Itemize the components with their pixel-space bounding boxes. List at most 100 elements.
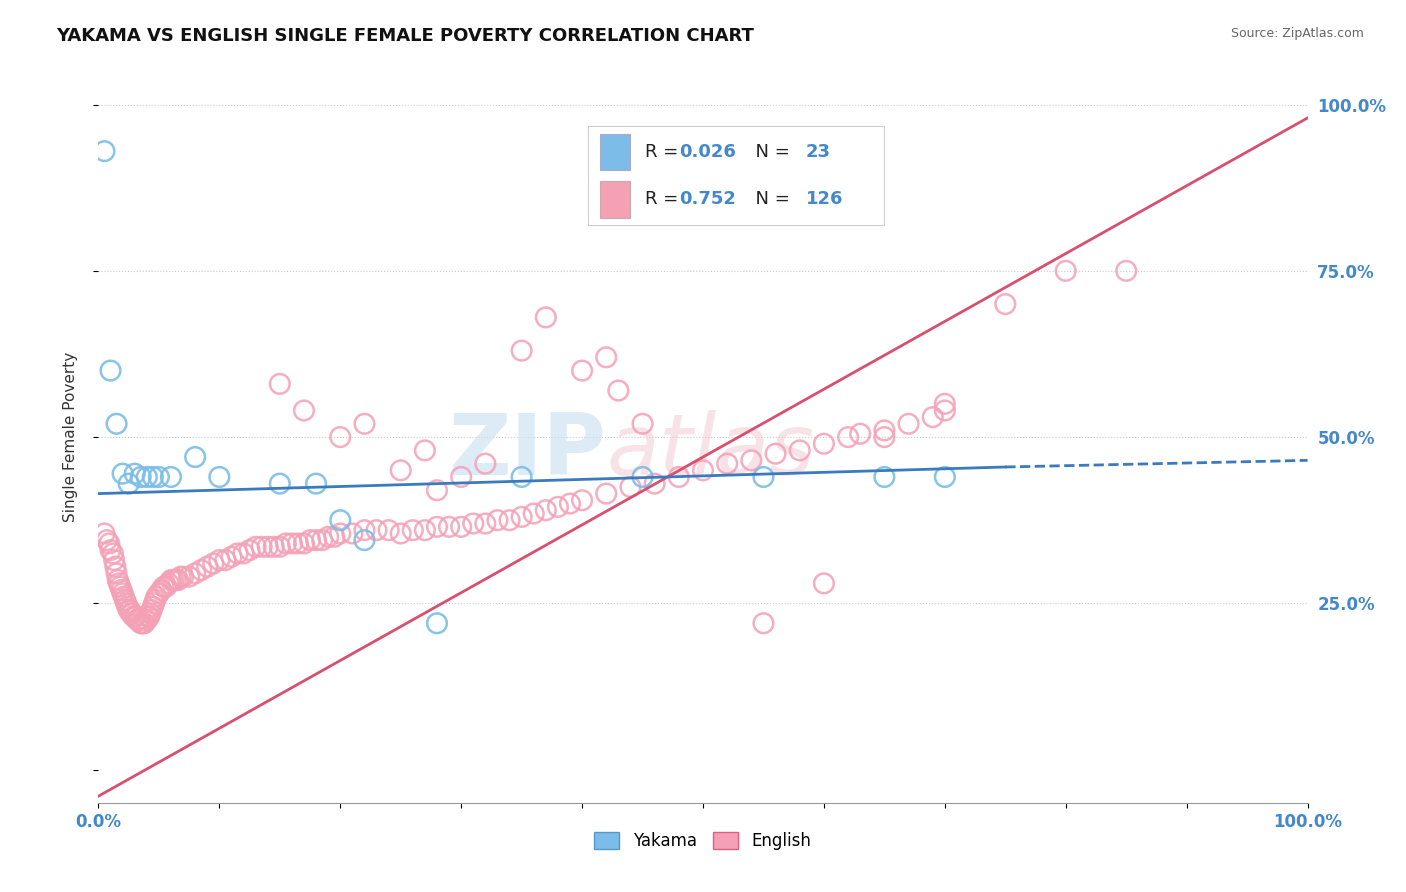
Point [138, 609, 160, 624]
Point [426, 616, 449, 631]
Point [437, 520, 460, 534]
Point [107, 573, 129, 587]
Point [571, 363, 593, 377]
Point [752, 616, 775, 631]
Point [118, 603, 141, 617]
Point [214, 553, 236, 567]
Point [644, 476, 666, 491]
Point [179, 570, 201, 584]
Point [813, 436, 835, 450]
Point [311, 533, 333, 548]
Point [128, 613, 150, 627]
Point [101, 546, 124, 560]
Point [142, 599, 165, 614]
Point [510, 343, 533, 358]
Point [118, 476, 141, 491]
Point [329, 430, 352, 444]
Text: atlas: atlas [606, 410, 814, 493]
Text: 0.026: 0.026 [679, 143, 735, 161]
Point [122, 609, 145, 624]
Point [426, 483, 449, 498]
Point [450, 520, 472, 534]
Point [127, 613, 149, 627]
FancyBboxPatch shape [600, 181, 630, 218]
Point [157, 576, 180, 591]
Text: N =: N = [744, 143, 796, 161]
Text: R =: R = [645, 190, 683, 209]
Point [789, 443, 811, 458]
Point [131, 616, 153, 631]
Point [897, 417, 920, 431]
Point [152, 580, 174, 594]
Text: 23: 23 [806, 143, 831, 161]
Point [141, 603, 163, 617]
Point [342, 526, 364, 541]
Point [752, 470, 775, 484]
Point [93, 144, 115, 158]
Point [486, 513, 509, 527]
Point [849, 426, 872, 441]
Point [145, 590, 167, 604]
Point [558, 497, 581, 511]
Point [510, 509, 533, 524]
Point [740, 453, 762, 467]
Point [93, 526, 115, 541]
Point [323, 530, 346, 544]
Text: ZIP: ZIP [449, 410, 606, 493]
Point [287, 536, 309, 550]
Point [108, 580, 131, 594]
Point [631, 470, 654, 484]
Point [160, 470, 183, 484]
Point [571, 493, 593, 508]
Point [100, 363, 122, 377]
Text: Source: ZipAtlas.com: Source: ZipAtlas.com [1230, 27, 1364, 40]
Point [595, 486, 617, 500]
Point [474, 457, 496, 471]
Point [136, 609, 159, 624]
Point [139, 607, 162, 621]
Point [129, 616, 152, 631]
Point [184, 450, 207, 464]
Point [498, 513, 520, 527]
Point [366, 523, 388, 537]
Point [150, 582, 173, 597]
Text: R =: R = [645, 143, 683, 161]
Point [169, 570, 191, 584]
Point [316, 530, 339, 544]
Point [103, 553, 125, 567]
Point [716, 457, 738, 471]
Point [226, 546, 249, 560]
Point [274, 536, 297, 550]
Point [114, 593, 136, 607]
Point [450, 470, 472, 484]
Point [292, 403, 315, 417]
Point [353, 523, 375, 537]
Point [389, 463, 412, 477]
Point [148, 586, 170, 600]
Point [135, 613, 157, 627]
Point [765, 447, 787, 461]
Point [105, 417, 128, 431]
Text: YAKAMA VS ENGLISH SINGLE FEMALE POVERTY CORRELATION CHART: YAKAMA VS ENGLISH SINGLE FEMALE POVERTY … [56, 27, 754, 45]
Point [595, 351, 617, 365]
Point [281, 536, 304, 550]
Point [167, 573, 190, 587]
Point [127, 613, 149, 627]
Y-axis label: Single Female Poverty: Single Female Poverty [63, 352, 77, 522]
Text: 126: 126 [806, 190, 844, 209]
Point [1115, 264, 1137, 278]
Point [143, 593, 166, 607]
Point [112, 590, 135, 604]
Point [110, 582, 132, 597]
Point [172, 570, 194, 584]
Point [1054, 264, 1077, 278]
Point [934, 470, 956, 484]
Point [934, 403, 956, 417]
Point [413, 443, 436, 458]
Point [873, 430, 896, 444]
Point [631, 417, 654, 431]
Point [305, 533, 328, 548]
Point [195, 559, 218, 574]
Point [190, 563, 212, 577]
Point [269, 476, 291, 491]
